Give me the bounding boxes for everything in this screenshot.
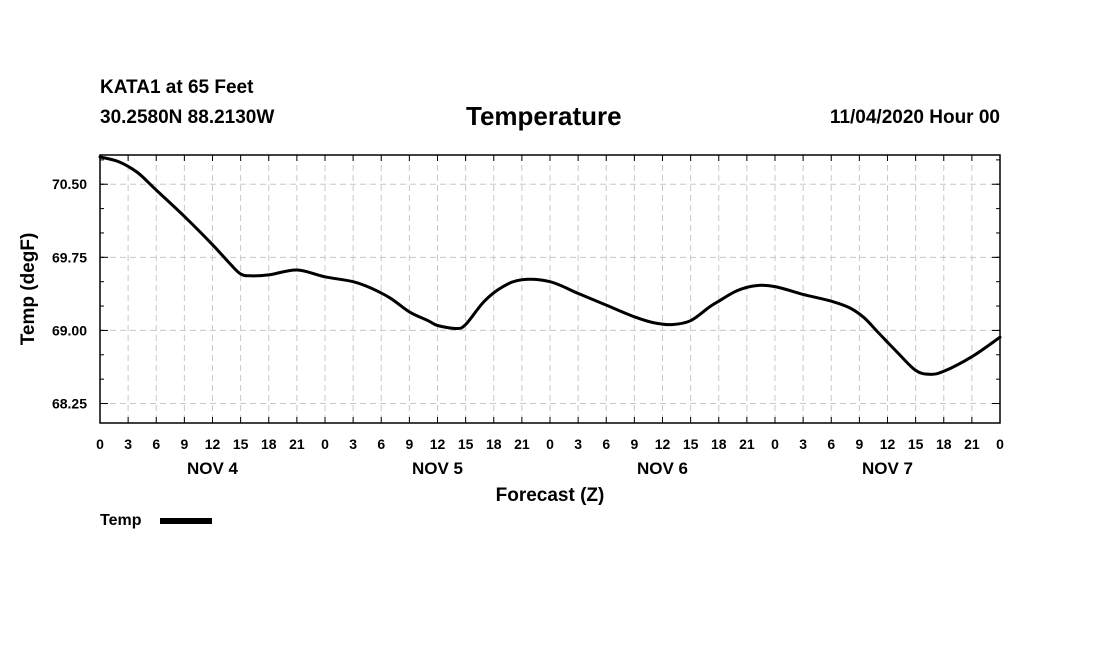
x-tick-label: 18 [261,436,277,452]
grid-layer [100,155,1000,423]
x-tick-label: 0 [321,436,329,452]
x-axis-title: Forecast (Z) [496,485,605,506]
x-tick-label: 6 [827,436,835,452]
x-tick-label: 18 [486,436,502,452]
x-tick-label: 6 [377,436,385,452]
y-tick-label: 68.25 [52,396,87,412]
temp-series-line [98,155,1002,376]
x-tick-label: 0 [96,436,104,452]
x-tick-label: 21 [964,436,980,452]
x-tick-label: 12 [655,436,671,452]
x-tick-label: 21 [514,436,530,452]
day-label: NOV 5 [412,459,463,478]
x-tick-label: 18 [711,436,727,452]
x-tick-label: 21 [739,436,755,452]
y-tick-label: 70.50 [52,176,87,192]
station-label: KATA1 at 65 Feet [100,77,254,98]
x-tick-label: 3 [799,436,807,452]
x-tick-label: 12 [880,436,896,452]
x-tick-label: 15 [233,436,249,452]
day-label: NOV 4 [187,459,239,478]
x-tick-label: 9 [630,436,638,452]
x-tick-label: 15 [908,436,924,452]
x-tick-label: 3 [124,436,132,452]
series-layer [98,155,1002,376]
day-label: NOV 6 [637,459,688,478]
chart-title: Temperature [466,101,622,131]
x-tick-label: 0 [996,436,1004,452]
x-tick-label: 0 [546,436,554,452]
x-tick-label: 6 [602,436,610,452]
x-tick-label: 15 [683,436,699,452]
x-tick-label: 0 [771,436,779,452]
x-tick-label: 18 [936,436,952,452]
x-tick-label: 9 [405,436,413,452]
forecast-timestamp: 11/04/2020 Hour 00 [829,107,1000,128]
legend: Temp [100,512,212,529]
coordinates-label: 30.2580N 88.2130W [100,107,275,128]
x-tick-label: 12 [205,436,221,452]
y-axis-title: Temp (degF) [18,233,39,346]
label-layer: 0 3 6 9 12 15 18 21 0 3 6 9 12 15 18 21 0 3 6 9 12 15 18 21 0 3 6 9… [52,176,1004,478]
x-tick-label: 15 [458,436,474,452]
legend-label: Temp [100,512,142,529]
x-tick-label: 3 [349,436,357,452]
x-tick-label: 3 [574,436,582,452]
x-tick-label: 12 [430,436,446,452]
y-tick-label: 69.75 [52,249,87,265]
x-tick-label: 9 [180,436,188,452]
x-tick-label: 6 [152,436,160,452]
x-tick-label: 21 [289,436,305,452]
x-tick-label: 9 [855,436,863,452]
plot-frame [99,154,1001,424]
y-tick-label: 69.00 [52,322,87,338]
day-label: NOV 7 [862,459,913,478]
